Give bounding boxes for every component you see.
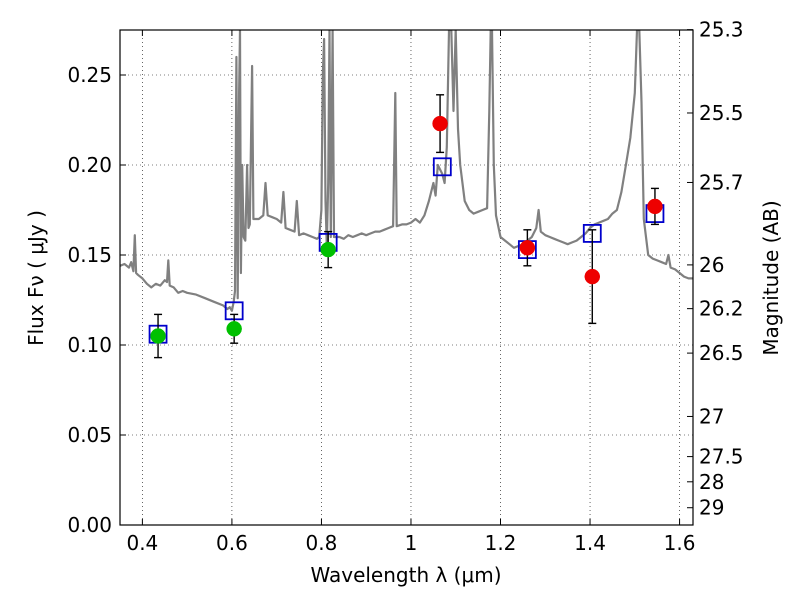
y-tick-label: 0.10 xyxy=(67,333,112,357)
y2-tick-label: 28 xyxy=(699,470,724,494)
plot-frame xyxy=(119,29,694,526)
x-tick-label: 1.4 xyxy=(574,531,606,555)
y-tick-label: 0.15 xyxy=(67,243,112,267)
y2-tick-label: 26.5 xyxy=(699,341,744,365)
y2-tick-label: 25.3 xyxy=(699,18,744,42)
y-tick-label: 0.25 xyxy=(67,63,112,87)
y-tick-label: 0.05 xyxy=(67,423,112,447)
y2-tick-label: 29 xyxy=(699,496,724,520)
y2-tick-label: 25.5 xyxy=(699,101,744,125)
y2-tick-label: 26.2 xyxy=(699,297,744,321)
data-point xyxy=(226,321,242,337)
marker-layer xyxy=(148,94,665,359)
data-point xyxy=(647,198,663,215)
y2-tick-label: 27 xyxy=(699,404,724,428)
grid xyxy=(120,30,693,526)
x-tick-label: 1.2 xyxy=(485,531,517,555)
x-tick-label: 0.4 xyxy=(126,531,158,555)
y2-axis-title: Magnitude (AB) xyxy=(759,200,783,355)
data-point xyxy=(519,240,536,256)
x-tick-label: 1 xyxy=(405,531,418,555)
data-point xyxy=(320,241,336,258)
y-tick-label: 0.20 xyxy=(67,153,112,177)
x-axis-title: Wavelength λ (μm) xyxy=(310,563,501,587)
data-point xyxy=(432,115,448,132)
x-tick-label: 1.6 xyxy=(664,531,696,555)
x-tick-label: 0.8 xyxy=(306,531,338,555)
model-square-marker xyxy=(432,157,452,177)
y-axis-title: Flux Fν ( μJy ) xyxy=(24,210,48,346)
y-tick-label: 0.00 xyxy=(67,513,112,537)
data-point xyxy=(150,328,166,344)
x-tick-label: 0.6 xyxy=(216,531,248,555)
y2-tick-label: 27.5 xyxy=(699,445,744,469)
plot-background xyxy=(120,30,693,525)
y2-tick-label: 26 xyxy=(699,253,724,277)
data-point xyxy=(584,268,601,285)
ticks: 0.4 0.6 0.8 1 1.2 1.4 1.6 0.00 0.05 0.10 0.15 0.20 0… xyxy=(67,18,743,555)
y2-tick-label: 25.7 xyxy=(699,170,744,194)
